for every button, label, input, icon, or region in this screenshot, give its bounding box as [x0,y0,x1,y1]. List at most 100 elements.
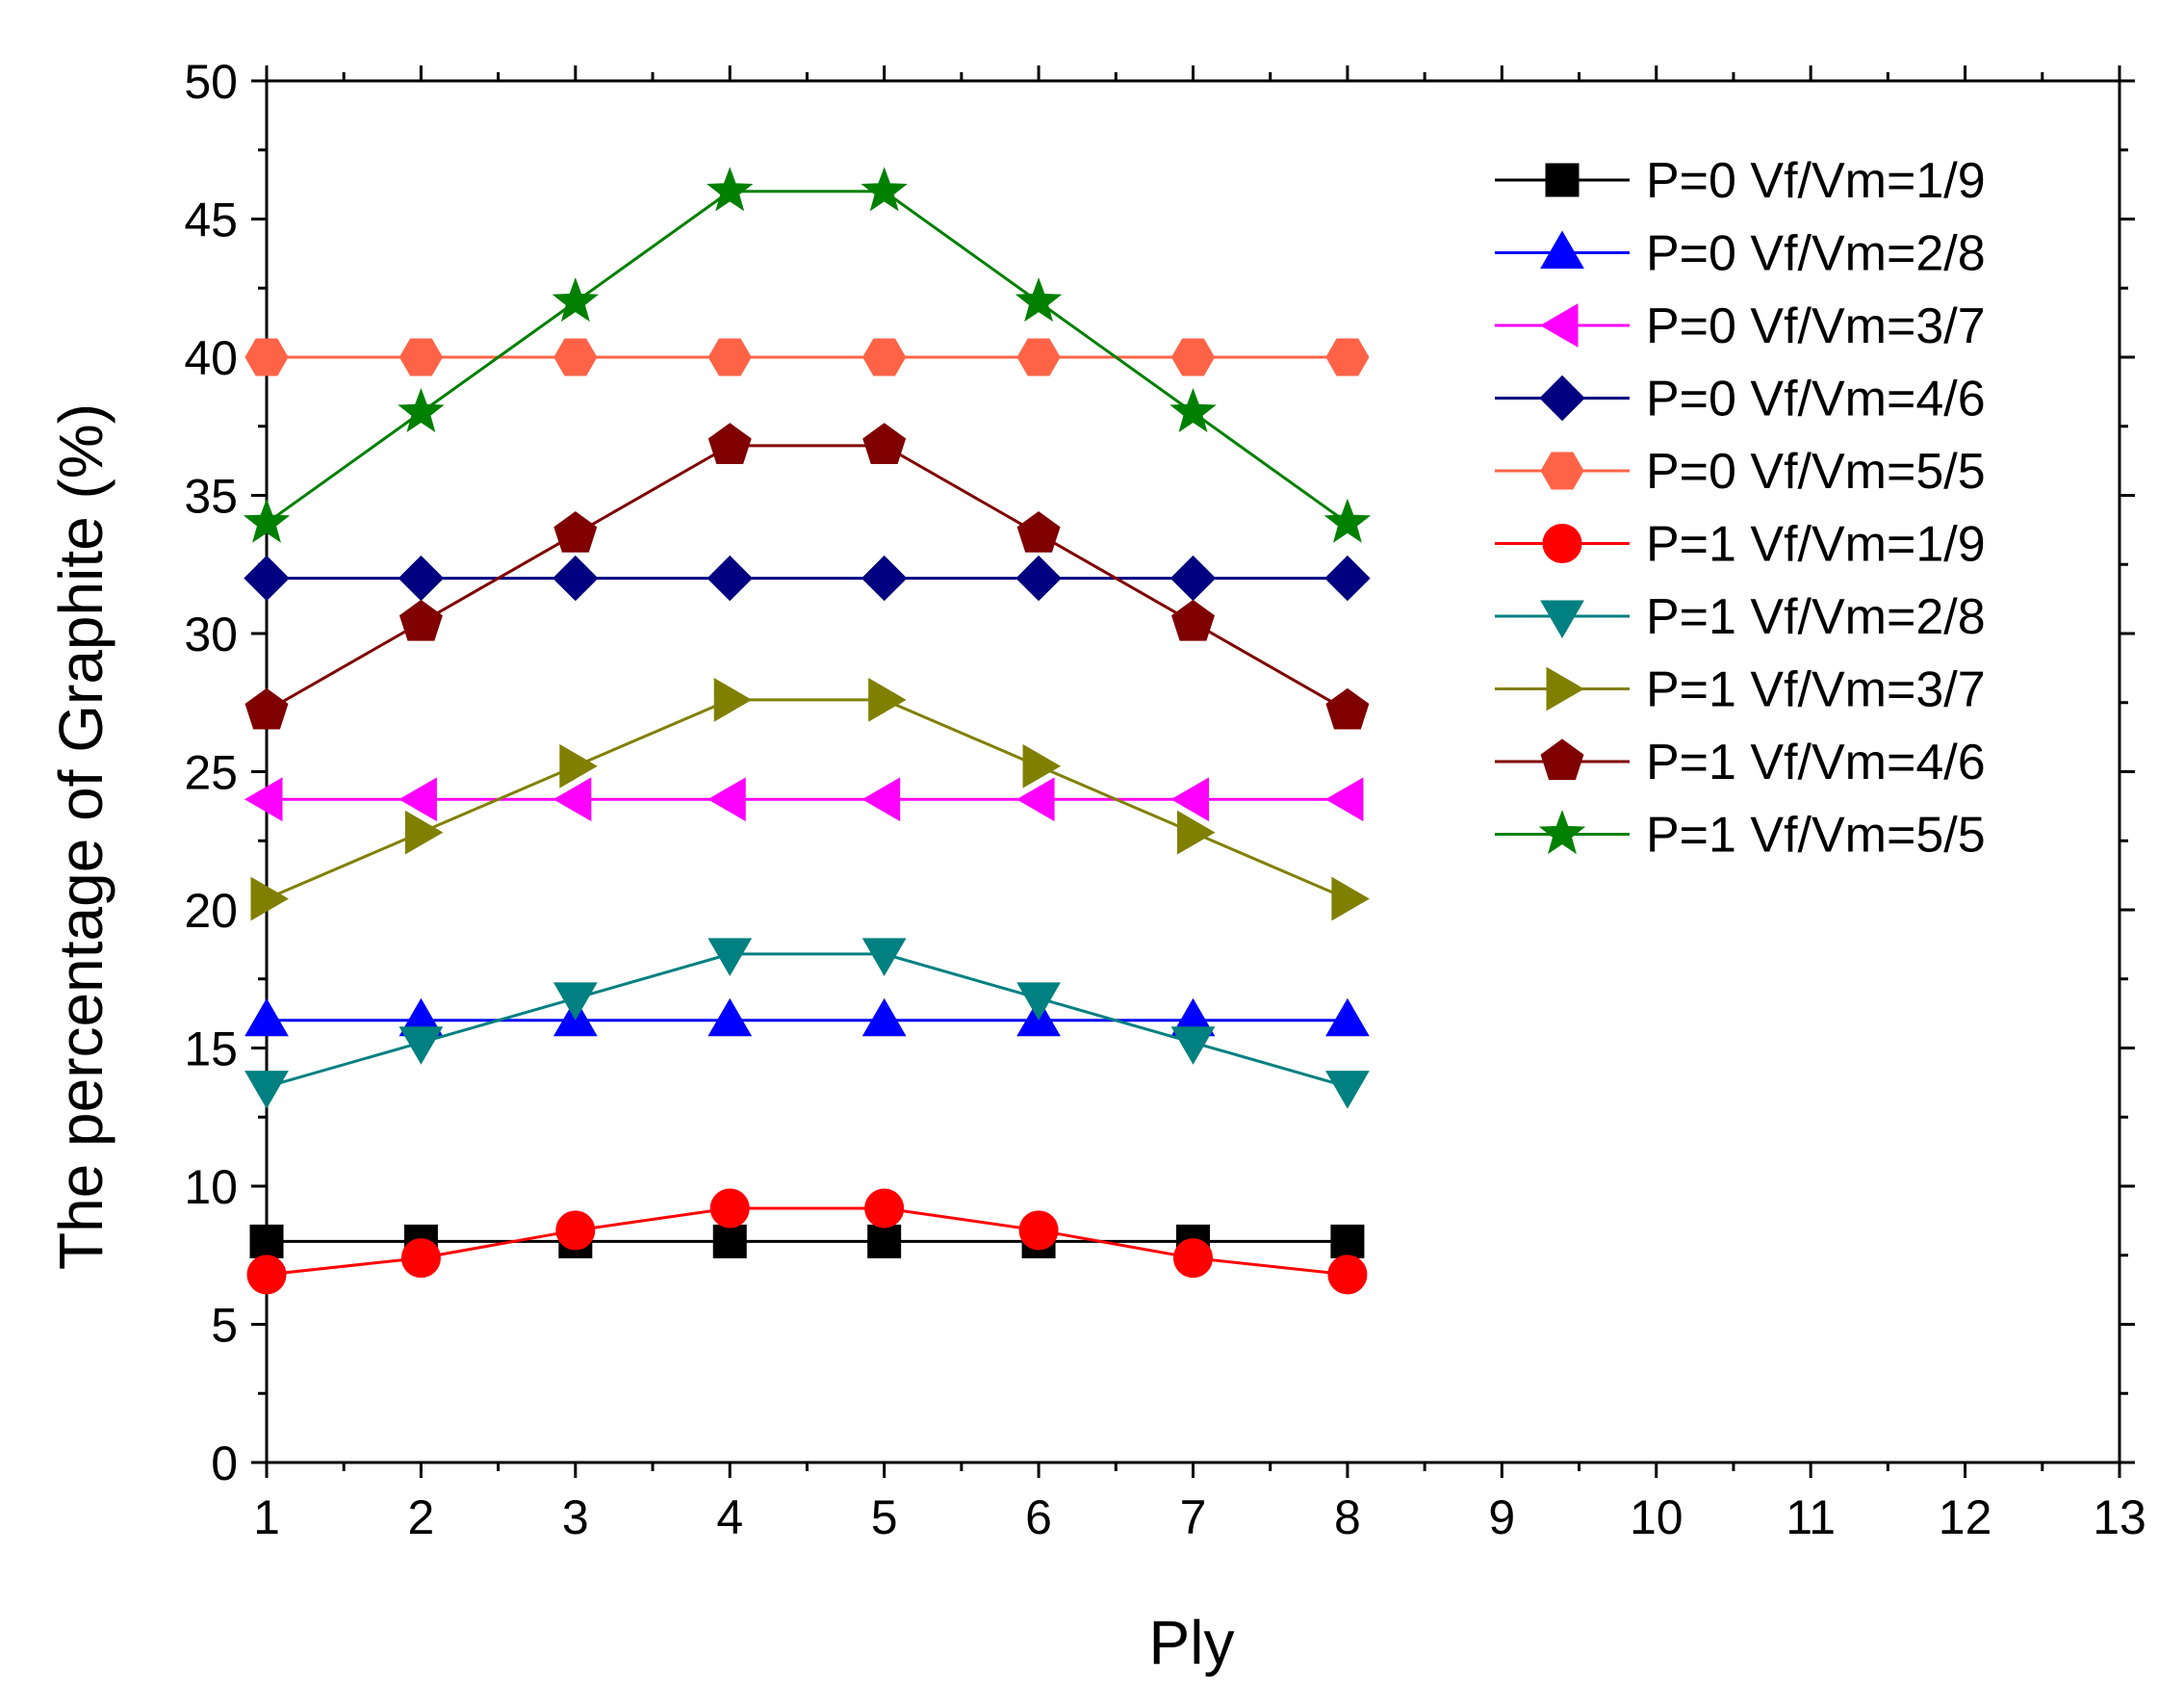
legend-marker-triangle-down [1540,600,1584,638]
data-point-p-1-vf-vm-3-7 [713,678,753,722]
legend-label: P=0 Vf/Vm=2/8 [1646,226,1986,282]
legend-marker-star [1538,810,1586,855]
data-point-p-0-vf-vm-5-5 [1170,338,1216,376]
x-tick-label: 13 [2093,1490,2146,1544]
data-point-p-0-vf-vm-1-9 [1330,1224,1365,1258]
data-point-p-1-vf-vm-2-8 [244,1071,289,1109]
data-point-p-1-vf-vm-2-8 [398,1026,444,1065]
legend-marker-square [1545,163,1580,197]
data-point-p-0-vf-vm-5-5 [707,338,752,376]
data-point-p-1-vf-vm-3-7 [1177,810,1216,855]
data-point-p-0-vf-vm-1-9 [712,1224,747,1258]
data-point-p-1-vf-vm-1-9 [555,1210,596,1251]
series-p-1-vf-vm-3-7 [250,678,1370,921]
series-layer [243,167,1372,1295]
legend-label: P=1 Vf/Vm=4/6 [1646,735,1986,790]
data-point-p-0-vf-vm-5-5 [862,338,907,376]
x-tick-label: 7 [1180,1490,1207,1544]
data-point-p-1-vf-vm-1-9 [864,1188,905,1229]
series-line-p-1-vf-vm-1-9 [266,1206,1349,1277]
y-tick-label: 10 [184,1160,238,1214]
data-point-p-1-vf-vm-3-7 [559,743,598,789]
series-line-p-1-vf-vm-5-5 [266,190,1349,525]
legend-item-p-1-vf-vm-3-7: P=1 Vf/Vm=3/7 [1495,662,1986,718]
data-point-p-0-vf-vm-5-5 [244,338,289,376]
series-line-p-1-vf-vm-3-7 [266,698,1349,900]
data-point-p-1-vf-vm-4-6 [553,511,598,553]
legend-label: P=1 Vf/Vm=1/9 [1646,517,1986,573]
y-axis-title: The percentage of Graphite (%) [46,403,116,1270]
data-point-p-0-vf-vm-5-5 [1325,338,1370,376]
data-point-p-1-vf-vm-1-9 [400,1238,441,1279]
legend-item-p-0-vf-vm-1-9: P=0 Vf/Vm=1/9 [1495,153,1986,209]
data-point-p-0-vf-vm-3-7 [707,777,746,822]
data-point-p-1-vf-vm-5-5 [243,498,291,543]
data-point-p-0-vf-vm-2-8 [1325,997,1370,1037]
y-tick-label: 30 [184,608,238,661]
series-p-0-vf-vm-4-6 [244,555,1371,602]
data-point-p-0-vf-vm-2-8 [707,997,753,1037]
legend: P=0 Vf/Vm=1/9 P=0 Vf/Vm=2/8 P=0 Vf/Vm=3/7 P… [1495,153,1986,864]
data-point-p-0-vf-vm-3-7 [861,777,901,822]
data-point-p-1-vf-vm-5-5 [1169,387,1217,432]
data-point-p-1-vf-vm-5-5 [1323,498,1372,543]
legend-marker-triangle-up [1540,230,1584,269]
legend-marker-triangle-left [1540,303,1579,348]
legend-label: P=1 Vf/Vm=3/7 [1646,662,1986,718]
x-tick-label: 9 [1488,1490,1515,1544]
data-point-p-0-vf-vm-5-5 [1016,338,1061,376]
y-tick-label: 35 [184,470,238,524]
data-point-p-0-vf-vm-3-7 [1324,777,1364,822]
legend-label: P=1 Vf/Vm=2/8 [1646,589,1986,645]
legend-marker-hexagon [1540,452,1584,490]
data-point-p-0-vf-vm-3-7 [552,777,592,822]
data-point-p-1-vf-vm-3-7 [404,810,444,855]
data-point-p-1-vf-vm-5-5 [398,387,445,432]
data-point-p-1-vf-vm-1-9 [1173,1238,1213,1279]
data-point-p-0-vf-vm-4-6 [1015,555,1062,602]
series-p-1-vf-vm-1-9 [246,1188,1368,1295]
data-point-p-1-vf-vm-2-8 [861,938,907,976]
data-point-p-1-vf-vm-3-7 [1022,743,1062,789]
data-point-p-0-vf-vm-5-5 [398,338,443,376]
data-point-p-0-vf-vm-4-6 [861,555,908,602]
data-point-p-1-vf-vm-4-6 [1016,511,1061,553]
data-point-p-1-vf-vm-2-8 [1170,1026,1216,1065]
y-tick-label: 45 [184,194,238,247]
series-line-p-1-vf-vm-2-8 [266,952,1349,1089]
y-tick-label: 50 [184,55,238,109]
series-p-1-vf-vm-2-8 [244,938,1370,1109]
legend-marker-triangle-right [1546,666,1584,712]
y-tick-label: 20 [184,884,238,938]
data-point-p-0-vf-vm-4-6 [244,555,290,602]
data-point-p-1-vf-vm-1-9 [1327,1255,1368,1295]
legend-item-p-0-vf-vm-3-7: P=0 Vf/Vm=3/7 [1495,298,1986,354]
data-point-p-0-vf-vm-1-9 [249,1224,284,1258]
legend-label: P=1 Vf/Vm=5/5 [1646,808,1986,864]
data-point-p-1-vf-vm-2-8 [1325,1071,1370,1109]
series-p-0-vf-vm-5-5 [244,338,1370,376]
legend-item-p-1-vf-vm-4-6: P=1 Vf/Vm=4/6 [1495,735,1986,790]
x-tick-label: 12 [1939,1490,1992,1544]
x-tick-label: 1 [253,1490,280,1544]
data-point-p-0-vf-vm-3-7 [244,777,283,822]
legend-marker-circle [1542,524,1582,563]
y-tick-label: 0 [211,1436,238,1490]
legend-label: P=0 Vf/Vm=5/5 [1646,444,1986,500]
x-tick-label: 11 [1786,1490,1836,1544]
data-point-p-1-vf-vm-5-5 [707,167,754,212]
data-point-p-0-vf-vm-4-6 [707,555,753,602]
y-tick-label: 25 [184,746,238,800]
data-point-p-0-vf-vm-4-6 [552,555,599,602]
legend-item-p-0-vf-vm-2-8: P=0 Vf/Vm=2/8 [1495,226,1986,282]
y-tick-label: 40 [184,331,238,385]
data-point-p-0-vf-vm-3-7 [1170,777,1209,822]
data-point-p-0-vf-vm-4-6 [398,555,445,602]
x-tick-label: 5 [871,1490,898,1544]
legend-item-p-1-vf-vm-1-9: P=1 Vf/Vm=1/9 [1495,517,1986,573]
legend-item-p-0-vf-vm-5-5: P=0 Vf/Vm=5/5 [1495,444,1986,500]
data-point-p-1-vf-vm-5-5 [861,167,908,212]
data-point-p-0-vf-vm-5-5 [553,338,598,376]
data-point-p-1-vf-vm-5-5 [1015,277,1063,323]
